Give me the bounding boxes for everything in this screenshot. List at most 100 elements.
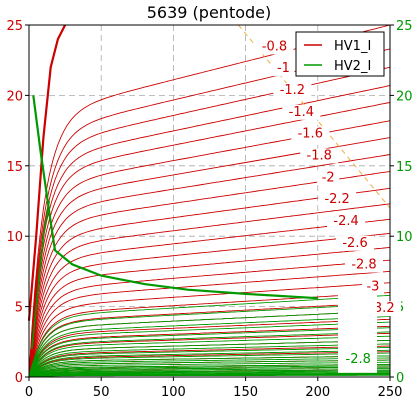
hv1_i-curve-24 [28,345,391,378]
y-left-tick-label: 25 [6,19,23,34]
hv2_i-curve-0 [28,294,391,378]
hv2_i-curve-15 [28,359,390,378]
hv2_i-curve-18 [28,365,391,378]
y-right-tick-label: 0 [396,371,404,386]
curve-label-bg [345,257,384,273]
hv1_i-curve-7 [28,154,391,378]
hv1_i-curve-15 [28,270,391,378]
hv2-curve-label: -2.8 [346,352,371,367]
hv1-curve-label: -1 [277,61,290,76]
hv2_i-curve-10 [28,346,391,378]
curve-label-bg [361,279,384,295]
hv1-curve-label: -1.8 [307,148,332,163]
hv2_i-curve-19 [28,366,391,378]
hv1_i-curve-12 [28,232,391,378]
x-tick-label: 150 [233,385,258,400]
hv2-heavy-curve [32,95,318,300]
hv1-curve-label: -2.2 [324,192,349,207]
hv2_i-curve-8 [28,339,391,378]
hv2-rising-curve [31,200,50,349]
hv1-curve-label: -2.4 [333,214,358,229]
y-left-tick-label: 20 [6,89,23,104]
y-right-tick-label: 20 [396,89,413,104]
hv1-curve-label: -2 [322,170,335,185]
legend: HV1_I HV2_I [295,31,385,77]
grid [29,25,390,377]
hv1_i-curve-4 [28,101,391,378]
y-right-tick-label: 15 [396,160,413,175]
curve-label-bg [317,170,340,186]
hv2_i-curve-16 [28,361,390,378]
hv1_i-curve-17 [28,292,391,378]
curve-label-bg [300,148,339,164]
y-left-tick-label: 15 [6,160,23,175]
chart-title: 5639 (pentode) [147,3,272,22]
curve-label-bg [327,213,366,229]
hv1_i-curve-6 [28,137,391,378]
hv1_i-curve-20 [28,318,391,378]
hv1-curve-label: -1.4 [289,105,314,120]
hv2_i-curve-13 [28,355,390,378]
hv2_i-curve-24 [28,372,390,378]
hv2_i-curve-3 [28,316,391,378]
hv2_i-curve-7 [28,335,391,378]
hv1-heavy-curve [27,24,67,321]
hv1-curve-label: -2.8 [351,258,376,273]
hv1_i-curve-22 [28,332,390,378]
curve-label-bg [255,39,294,55]
hv1-curve-label: -1.6 [298,127,323,142]
hv1-curve-label: -3 [366,279,379,294]
hv2_i-curve-17 [28,363,391,378]
y-right-tick-label: 10 [396,230,413,245]
hv2_i-curve-1 [28,303,391,378]
curve-label-bg [282,104,321,120]
hv2_i-curve-11 [28,349,391,378]
legend-entry-label: HV1_I [334,39,371,54]
hv2_i-curve-4 [28,321,391,378]
hv2_i-curve-27 [28,374,390,378]
curves [27,24,391,378]
hv2_i-curve-12 [28,352,390,378]
curve-label-bg [291,126,330,142]
green-label-box [338,292,378,373]
hv1_i-curve-13 [28,247,391,378]
x-tick-label: 200 [305,385,330,400]
y-right-tick-label: 25 [396,19,413,34]
hv2_i-curve-23 [28,371,390,378]
x-tick-label: 50 [93,385,110,400]
hv2_i-curve-22 [28,370,390,378]
hv2_i-curve-25 [28,373,390,378]
hv1_i-curve-2 [28,66,391,378]
legend-box [295,31,385,77]
y-left-tick-label: 5 [15,301,23,316]
x-tick-label: 0 [25,385,33,400]
curve-label-bg [273,82,312,98]
hv1_i-curve-3 [28,85,391,378]
hv2_i-curve-14 [28,357,390,378]
hv2_i-curve-21 [28,369,390,378]
curve-label-bg [272,61,295,77]
legend-entry-label: HV2_I [334,59,371,74]
x-tick-label: 100 [161,385,186,400]
hv2_i-curve-20 [28,368,390,378]
hv2_i-curve-9 [28,343,391,378]
hv1_i-curve-5 [28,120,391,378]
hv1_i-curve-18 [28,301,391,378]
hv2_i-curve-26 [28,374,390,378]
curve-label-bg [318,192,357,208]
hv1-curve-label: -2.6 [342,236,367,251]
hv1-curve-label: -1.2 [280,83,305,98]
curve-label-bg [336,235,375,251]
hv2_i-curve-5 [28,327,391,378]
hv1_i-curve-16 [28,282,391,378]
hv1_i-curve-21 [28,325,391,378]
curve-labels: -0.8 -1 -1.2 -1.4 -1.6 -1.8 -2 -2.2 -2.4 -2.6 -2.8… [255,39,401,373]
plot-frame [28,24,391,378]
hv2_i-curve-2 [28,310,391,378]
hv1_i-curve-14 [28,259,391,378]
hv1_i-curve-10 [28,203,391,378]
x-tick-label: 250 [378,385,403,400]
hv1_i-curve-25 [28,351,390,378]
y-left-tick-label: 0 [15,371,23,386]
